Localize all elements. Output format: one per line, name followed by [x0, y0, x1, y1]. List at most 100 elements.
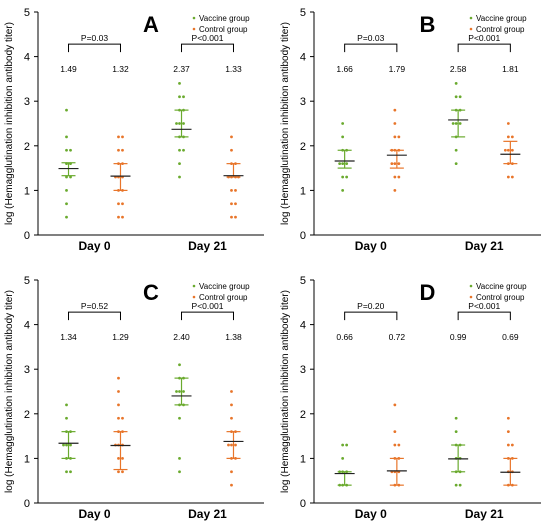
comparison-bracket	[68, 43, 121, 53]
mean-value-label: 2.37	[173, 64, 190, 74]
y-tick-label: 2	[24, 409, 30, 421]
data-point	[65, 443, 68, 447]
data-point	[506, 416, 510, 420]
p-value-label: P<0.001	[468, 301, 500, 311]
data-point	[230, 215, 233, 219]
data-point	[454, 483, 458, 487]
data-point	[178, 363, 181, 367]
data-point	[65, 202, 68, 206]
data-point	[393, 162, 397, 166]
data-point	[510, 443, 514, 447]
data-point	[178, 122, 181, 125]
data-point	[506, 443, 510, 447]
y-tick-label: 2	[300, 141, 306, 153]
legend-marker	[192, 27, 196, 31]
legend-marker	[192, 295, 196, 299]
data-point	[454, 416, 458, 420]
data-point	[341, 135, 345, 139]
data-point	[117, 403, 120, 407]
data-point	[117, 470, 120, 474]
p-value-label: P=0.52	[81, 301, 108, 311]
panel-label: C	[143, 280, 159, 305]
legend-marker	[469, 27, 473, 31]
mean-value-label: 1.66	[336, 64, 353, 74]
panel-label: B	[420, 12, 436, 37]
data-point	[510, 175, 514, 179]
data-point	[182, 390, 185, 393]
p-value-label: P=0.03	[357, 33, 384, 43]
data-point	[65, 189, 68, 192]
data-point	[178, 81, 181, 85]
data-point	[178, 416, 181, 420]
comparison-bracket	[181, 43, 234, 53]
data-point	[178, 148, 181, 152]
data-point	[506, 122, 510, 125]
data-point	[341, 162, 345, 166]
y-tick-label: 2	[300, 409, 306, 421]
data-point	[182, 148, 185, 152]
data-point	[230, 189, 233, 192]
y-tick-label: 1	[24, 185, 30, 197]
data-point	[393, 175, 397, 179]
data-point	[178, 175, 181, 179]
mean-value-label: 1.49	[60, 64, 77, 74]
data-point	[117, 148, 120, 152]
data-point	[345, 175, 349, 179]
mean-value-label: 1.81	[502, 64, 519, 74]
panel-d: 0 1 2 3 4 5 log (Hemagglutination inhibition a…	[280, 275, 541, 521]
data-point	[393, 443, 397, 447]
data-point	[65, 148, 68, 152]
y-tick-label: 4	[24, 320, 30, 332]
y-tick-label: 5	[300, 275, 306, 287]
data-point	[454, 148, 458, 152]
y-tick-label: 3	[300, 364, 306, 376]
data-point	[121, 148, 124, 152]
comparison-bracket	[457, 43, 511, 53]
x-category-label: Day 0	[78, 239, 110, 253]
data-point	[454, 162, 458, 166]
data-point	[506, 135, 510, 139]
data-point	[117, 416, 120, 420]
data-point	[393, 403, 397, 407]
data-point	[230, 443, 233, 447]
legend-label: Vaccine group	[199, 282, 250, 291]
data-point	[506, 430, 510, 434]
comparison-bracket	[344, 311, 398, 321]
data-point	[397, 162, 401, 166]
y-tick-label: 0	[300, 230, 306, 242]
data-point	[62, 443, 65, 447]
data-point	[65, 403, 68, 407]
data-point	[454, 81, 458, 85]
data-point	[230, 470, 233, 474]
data-point	[341, 457, 345, 460]
data-point	[345, 443, 349, 447]
data-point	[69, 443, 72, 447]
legend-label: Control group	[476, 25, 525, 34]
legend-marker	[192, 284, 196, 288]
data-point	[458, 95, 462, 99]
legend-label: Control group	[199, 293, 248, 302]
data-point	[393, 135, 397, 139]
y-tick-label: 3	[24, 96, 30, 108]
data-point	[178, 162, 181, 166]
p-value-label: P<0.001	[468, 33, 500, 43]
data-point	[117, 135, 120, 139]
data-point	[503, 148, 507, 152]
data-point	[230, 135, 233, 139]
data-point	[234, 202, 237, 206]
y-tick-label: 0	[24, 230, 30, 242]
y-tick-label: 4	[300, 320, 306, 332]
data-point	[121, 416, 124, 420]
x-category-label: Day 0	[355, 507, 387, 521]
data-point	[393, 189, 397, 192]
data-point	[65, 215, 68, 219]
data-point	[230, 483, 233, 487]
data-point	[117, 390, 120, 393]
data-point	[175, 390, 178, 393]
data-point	[397, 135, 401, 139]
data-point	[117, 215, 120, 219]
data-point	[230, 416, 233, 420]
mean-value-label: 1.79	[389, 64, 406, 74]
x-category-label: Day 0	[355, 239, 387, 253]
